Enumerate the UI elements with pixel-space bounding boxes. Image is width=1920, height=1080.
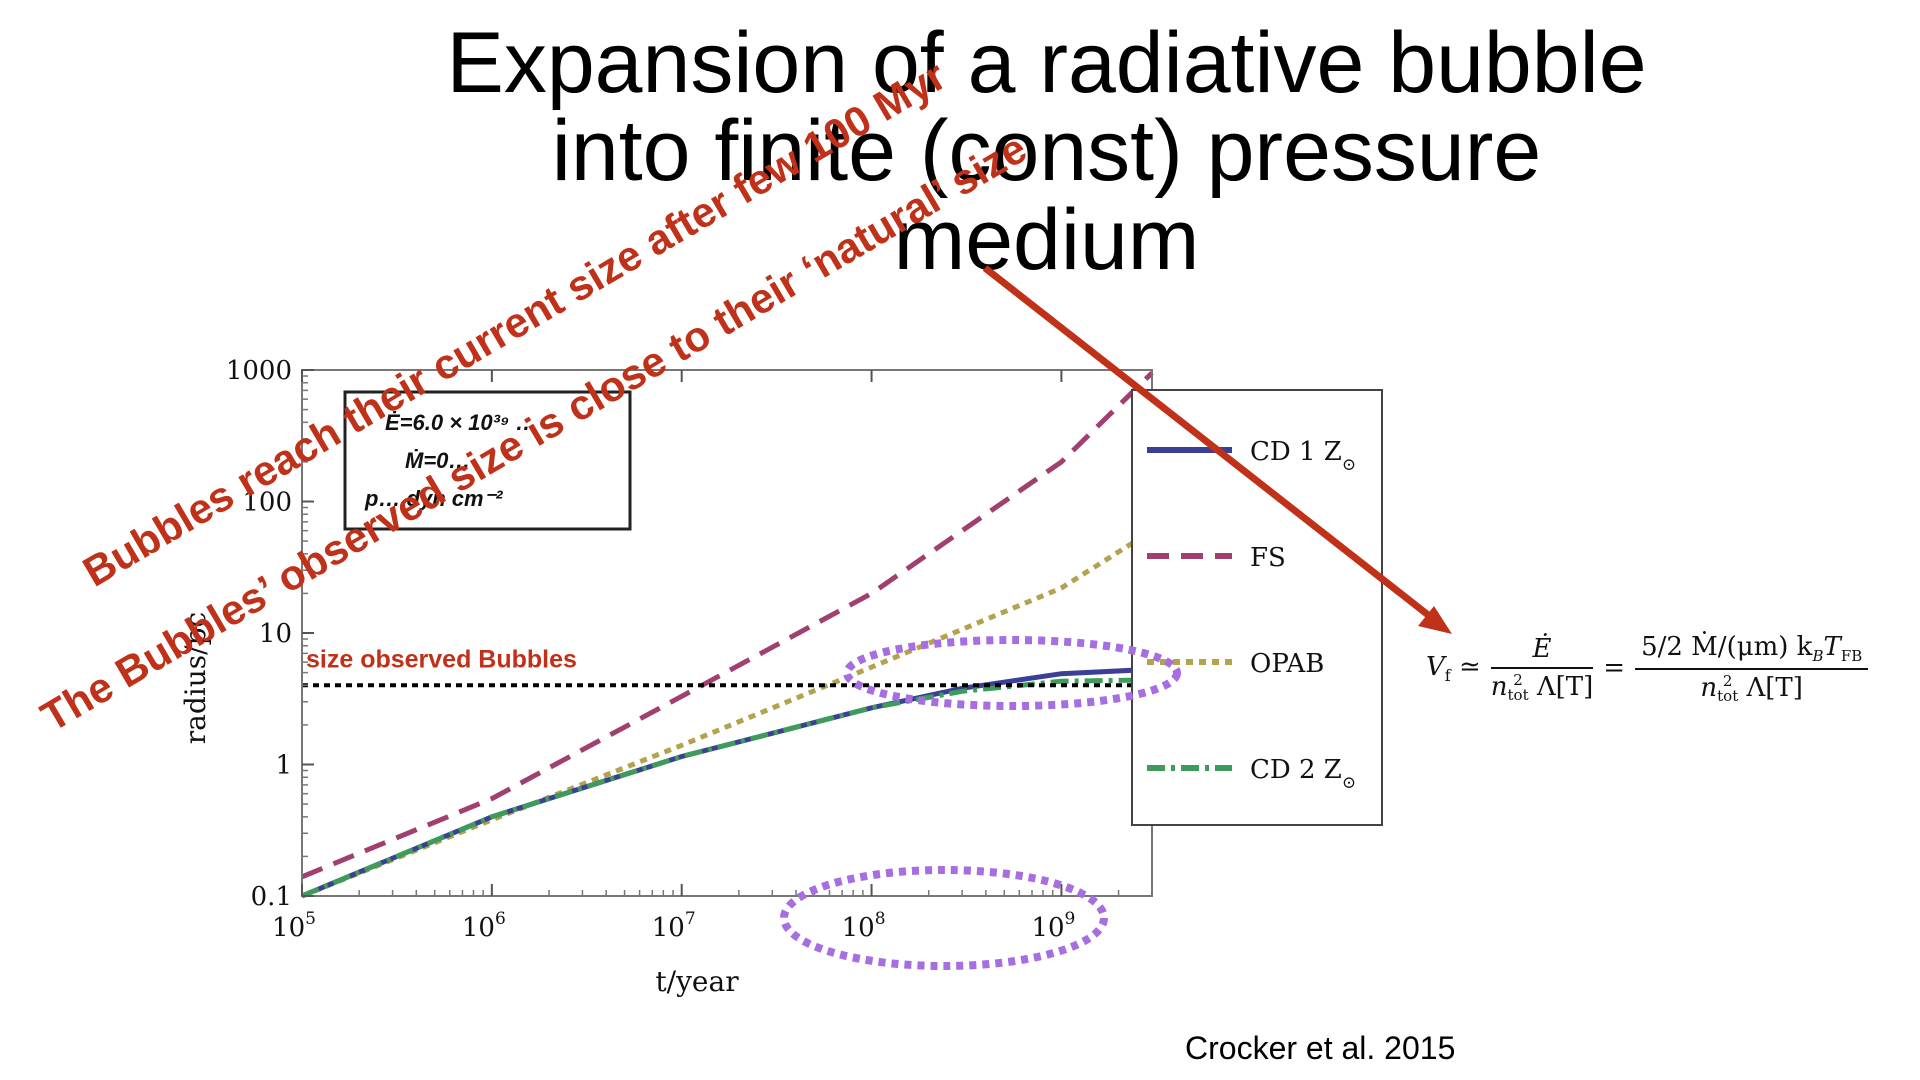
formula-den-2-sub: tot <box>1717 687 1739 706</box>
series-fs-line <box>301 371 1154 880</box>
formula-den-1-sup: 2 <box>1513 670 1523 689</box>
formula-num-1: Ė <box>1490 634 1594 669</box>
formula-num-2-sub-b: B <box>1812 647 1824 666</box>
x-tick-label: 106 <box>462 909 506 943</box>
formula-den-1-n: n <box>1490 671 1508 702</box>
params-line: p… dyn cm⁻² <box>364 486 503 511</box>
legend-label: OPAB <box>1250 649 1324 679</box>
params-line: Ė=6.0 × 10³⁹ … <box>385 410 537 435</box>
formula-num-2-main: 5/2 Ṁ/(μm) k <box>1641 632 1813 662</box>
formula-num-2-sub-fb: FB <box>1840 647 1863 666</box>
x-tick-label: 105 <box>272 909 316 943</box>
legend-label: CD 1 Z⊙ <box>1250 437 1356 475</box>
legend-label: FS <box>1250 543 1286 573</box>
slide-title-line-1: Expansion of a radiative bubble <box>446 15 1647 111</box>
y-tick-label: 100 <box>242 488 292 518</box>
x-axis-label: t/year <box>655 965 739 998</box>
observed-size-label: size observed Bubbles <box>306 645 577 673</box>
y-tick-label: 1 <box>275 751 292 781</box>
params-line: Ṁ=0… <box>405 448 470 473</box>
citation: Crocker et al. 2015 <box>1185 1030 1456 1066</box>
formula-den-2-tail: Λ[T] <box>1746 673 1803 704</box>
x-tick-label: 109 <box>1031 909 1075 943</box>
y-tick-label: 1000 <box>226 356 292 386</box>
x-tick-label: 108 <box>842 909 886 943</box>
params-box <box>343 390 632 531</box>
formula-lhs-sub: f <box>1444 665 1451 685</box>
x-tick-label: 107 <box>652 909 696 943</box>
arrow-shaft <box>982 265 1435 621</box>
highlight-ellipse-time <box>780 866 1108 970</box>
slide-title-line-3: medium <box>893 192 1200 288</box>
y-axis-label: radius/pc <box>179 612 212 744</box>
formula-den-2: n 2 tot Λ[T] <box>1635 670 1868 704</box>
approx-symbol: ≃ <box>1458 651 1481 682</box>
y-tick-label: 0.1 <box>251 882 292 912</box>
y-tick-label: 10 <box>259 619 292 649</box>
legend-label: CD 2 Z⊙ <box>1250 755 1356 793</box>
formula-den-1-sub: tot <box>1507 685 1529 704</box>
formula-den-1: n 2 tot Λ[T] <box>1491 669 1594 703</box>
equals-symbol: = <box>1603 653 1626 684</box>
slide-title-line-2: into finite (const) pressure <box>551 103 1542 199</box>
formula-num-2: 5/2 Ṁ/(μm) kBTFB <box>1635 632 1869 671</box>
series-cd-2-z-line <box>301 677 1153 899</box>
formula-den-1-tail: Λ[T] <box>1536 671 1594 702</box>
formula-num-2-tail: T <box>1823 632 1841 662</box>
highlight-ellipse-curves <box>843 636 1181 710</box>
legend-box <box>1131 389 1383 826</box>
formula-lhs: V <box>1426 651 1445 682</box>
formula-den-2-n: n <box>1700 673 1718 704</box>
arrow-head-icon <box>1418 606 1452 634</box>
formula-den-2-sup: 2 <box>1722 672 1733 691</box>
